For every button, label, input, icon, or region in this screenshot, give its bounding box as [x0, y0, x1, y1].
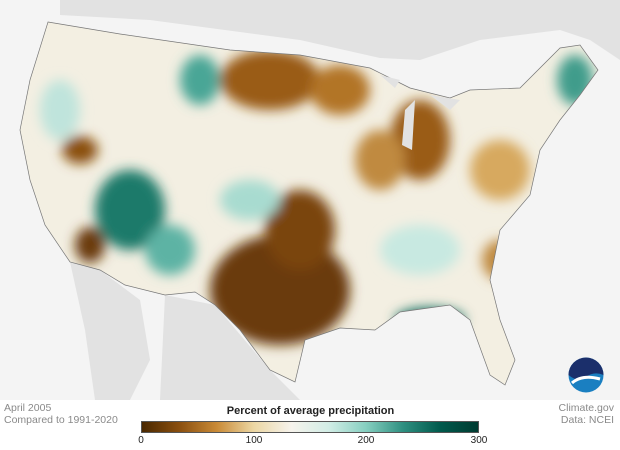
caption-baseline: Compared to 1991-2020	[4, 414, 118, 426]
legend-colorbar	[141, 421, 479, 433]
precipitation-map	[19, 0, 620, 400]
credit-data: Data: NCEI	[560, 414, 614, 426]
legend-tick-200: 200	[357, 435, 375, 446]
credit: Climate.gov Data: NCEI	[559, 402, 614, 426]
caption: April 2005 Compared to 1991-2020	[4, 402, 118, 426]
us-outline	[19, 21, 599, 386]
legend-tick-300: 300	[470, 435, 488, 446]
legend-title: Percent of average precipitation	[226, 405, 395, 417]
legend-tick-100: 100	[245, 435, 263, 446]
legend-tick-0: 0	[138, 435, 144, 446]
noaa-logo	[568, 357, 604, 393]
surrounding-land	[60, 0, 620, 400]
credit-source: Climate.gov	[558, 402, 614, 414]
caption-month: April 2005	[4, 402, 52, 414]
